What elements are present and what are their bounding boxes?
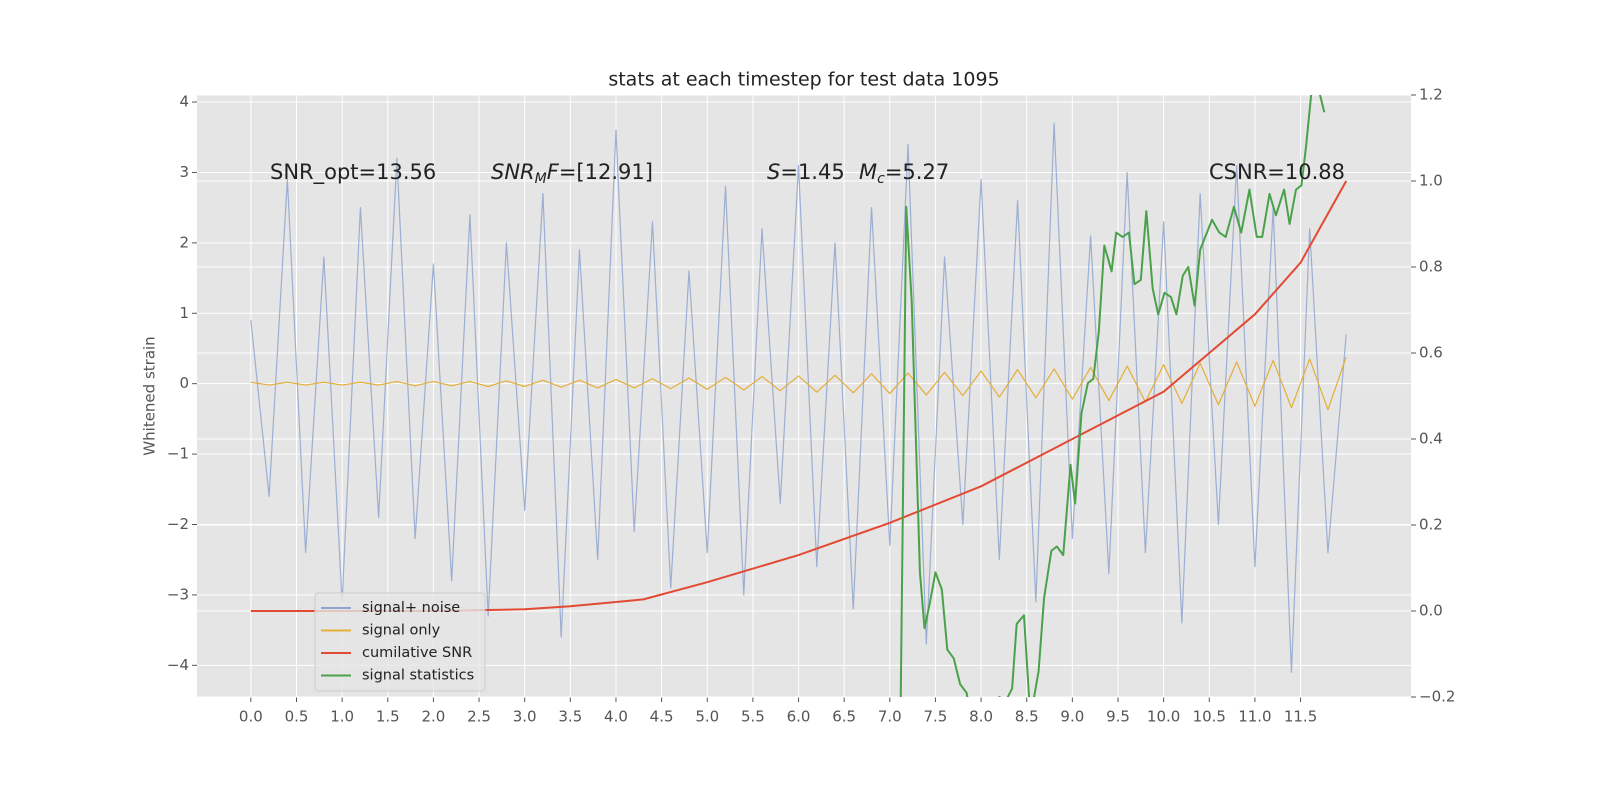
y2-tick-label: 0.6 (1419, 344, 1443, 362)
annotation: SNR_opt=13.56 (270, 160, 436, 185)
y-tick-label: −2 (167, 515, 189, 533)
y2-tick-label: 0.8 (1419, 258, 1443, 276)
x-tick-label: 7.0 (878, 708, 902, 726)
x-tick-label: 5.0 (695, 708, 719, 726)
series-line (899, 95, 1326, 697)
y-tick-label: −4 (167, 656, 189, 674)
y2-tick-label: 1.0 (1419, 172, 1443, 190)
annotation-part: =5.27 (885, 160, 949, 184)
y-tick-label: 0 (179, 374, 189, 392)
annotation-part: =1.45 (780, 160, 844, 184)
x-tick-label: 8.5 (1015, 708, 1039, 726)
annotation-part: S (767, 160, 780, 184)
x-tick-label: 9.5 (1106, 708, 1130, 726)
legend-label: signal+ noise (362, 600, 460, 616)
y2-tick-label: 1.2 (1419, 86, 1443, 104)
chart-title: stats at each timestep for test data 109… (608, 69, 999, 91)
legend-label: signal statistics (362, 668, 474, 684)
x-tick-label: 4.0 (604, 708, 628, 726)
annotation-part: c (877, 171, 885, 187)
annotation: CSNR=10.88 (1209, 160, 1345, 184)
series-line (250, 356, 1347, 411)
x-tick-label: 7.5 (924, 708, 948, 726)
y-tick-label: 4 (179, 93, 189, 111)
x-tick-label: 6.5 (832, 708, 856, 726)
x-tick-label: 2.0 (421, 708, 445, 726)
y-tick-label: −3 (167, 585, 189, 603)
series-line (250, 122, 1347, 673)
x-tick-label: 11.5 (1284, 708, 1317, 726)
x-tick-label: 9.0 (1060, 708, 1084, 726)
annotation: SNRMF=[12.91] (491, 160, 653, 187)
legend-label: signal only (362, 623, 441, 639)
annotation: Mc=5.27 (859, 160, 949, 187)
x-tick-label: 1.0 (330, 708, 354, 726)
x-tick-label: 5.5 (741, 708, 765, 726)
annotation: S=1.45 (767, 160, 845, 184)
annotation-part: SNR (491, 160, 535, 184)
y2-tick-label: −0.2 (1419, 688, 1455, 706)
x-tick-label: 2.5 (467, 708, 491, 726)
annotation-part: M (535, 171, 547, 187)
y-axis-label: Whitened strain (141, 336, 159, 455)
legend-box (314, 592, 486, 692)
legend-label: cumilative SNR (362, 645, 472, 661)
annotation-part: F=[12.91] (547, 160, 653, 184)
x-tick-label: 11.0 (1238, 708, 1271, 726)
y-tick-label: 2 (179, 233, 189, 251)
x-tick-label: 1.5 (376, 708, 400, 726)
y-tick-label: 1 (179, 304, 189, 322)
x-tick-label: 6.0 (787, 708, 811, 726)
x-tick-label: 3.5 (558, 708, 582, 726)
x-tick-label: 4.5 (650, 708, 674, 726)
x-tick-label: 10.5 (1193, 708, 1226, 726)
x-tick-label: 0.0 (239, 708, 263, 726)
y-tick-label: −1 (167, 445, 189, 463)
x-tick-label: 10.0 (1147, 708, 1180, 726)
y2-tick-label: 0.0 (1419, 602, 1443, 620)
y-tick-label: 3 (179, 163, 189, 181)
x-tick-label: 3.0 (513, 708, 537, 726)
x-tick-label: 0.5 (285, 708, 309, 726)
annotation-part: M (859, 160, 877, 184)
overlay: SNR_opt=13.56 SNRMF=[12.91] S=1.45 Mc=5.27 C… (270, 160, 1345, 692)
x-tick-label: 8.0 (969, 708, 993, 726)
y2-tick-label: 0.2 (1419, 516, 1443, 534)
y2-tick-label: 0.4 (1419, 430, 1443, 448)
